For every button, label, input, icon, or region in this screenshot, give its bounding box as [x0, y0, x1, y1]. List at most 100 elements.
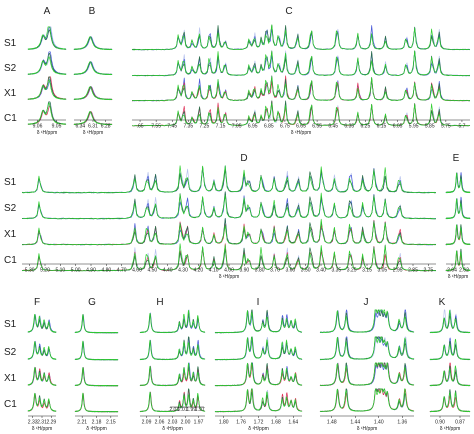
tick-label-G-0: 2.21 — [77, 420, 87, 426]
tick-label-D-10: 4.30 — [178, 268, 188, 274]
spectrum-G-C1-0 — [74, 393, 119, 413]
tick-label-J-1: 1.44 — [350, 420, 360, 426]
spectrum-I-S2-3 — [214, 336, 303, 361]
row-label-top-2: X1 — [4, 88, 17, 99]
tick-label-I-3: 1.68 — [271, 420, 281, 426]
tick-label-D-7: 4.60 — [132, 268, 142, 274]
spectrum-A-C1-3 — [27, 102, 67, 125]
tick-label-D-17: 3.60 — [285, 268, 295, 274]
spectrum-K-S1-2 — [429, 315, 471, 334]
panel-label-A: A — [44, 6, 51, 17]
tick-label-C-5: 7.15 — [216, 124, 226, 130]
axis-title-H: δ ¹H/ppm — [162, 426, 183, 432]
spectrum-I-X1-2 — [214, 362, 303, 387]
tick-label-C-6: 7.05 — [232, 124, 242, 130]
spectrum-C-X1-3 — [131, 76, 471, 102]
row-label-top-1: S2 — [4, 63, 17, 74]
spectrum-I-S2-2 — [214, 336, 303, 361]
tick-label-D-20: 3.35 — [331, 268, 341, 274]
tick-label-I-4: 1.64 — [288, 420, 298, 426]
row-label-mid-0: S1 — [4, 177, 17, 188]
inset-tick-label-H-2: 1.99 — [186, 407, 196, 413]
tick-label-D-8: 4.50 — [147, 268, 157, 274]
tick-label-H-4: 1.97 — [194, 420, 204, 426]
spectrum-G-C1-1 — [74, 392, 119, 413]
row-label-top-3: C1 — [4, 113, 17, 124]
axis-title-B: δ ¹H/ppm — [83, 130, 104, 136]
tick-label-D-12: 4.10 — [209, 268, 219, 274]
inset-tick-label-H-1: 2.01 — [178, 407, 188, 413]
spectrum-G-C1-3 — [74, 392, 119, 413]
tick-label-A-0: 9.06 — [33, 124, 43, 130]
panel-label-H: H — [156, 297, 163, 308]
spectrum-H-S2-3 — [139, 340, 206, 361]
tick-label-C-9: 6.75 — [280, 124, 290, 130]
tick-label-D-19: 3.40 — [316, 268, 326, 274]
tick-label-D-24: 2.95 — [393, 268, 403, 274]
tick-label-E-0: 2.64 — [447, 268, 457, 274]
spectrum-C-S1-3 — [131, 24, 471, 51]
axis-title-E: δ ¹H/ppm — [448, 274, 469, 280]
spectrum-I-S2-1 — [214, 337, 303, 361]
axis-title-K: δ ¹H/ppm — [440, 426, 461, 432]
axis-title-J: δ ¹H/ppm — [357, 426, 378, 432]
inset-tick-label-H-0: 2.03 — [169, 407, 179, 413]
tick-label-D-1: 5.20 — [40, 268, 50, 274]
tick-label-D-13: 4.00 — [224, 268, 234, 274]
spectrum-I-C1-2 — [214, 389, 303, 413]
tick-label-B-1: 6.31 — [88, 124, 98, 130]
row-label-bot-2: X1 — [4, 373, 17, 384]
spectrum-I-C1-3 — [214, 388, 303, 413]
tick-label-A-1: 9.05 — [52, 124, 62, 130]
spectrum-E-S1-2 — [445, 172, 471, 194]
spectrum-K-X1-3 — [429, 365, 471, 387]
tick-label-F-0: 2.33 — [28, 420, 38, 426]
spectrum-B-C1-3 — [73, 111, 113, 126]
tick-label-D-11: 4.20 — [193, 268, 203, 274]
spectrum-I-X1-0 — [214, 362, 303, 387]
tick-label-B-0: 6.34 — [75, 124, 85, 130]
panel-label-C: C — [285, 6, 292, 17]
tick-label-C-0: .65 — [137, 124, 144, 130]
spectrum-I-C1-1 — [214, 388, 303, 413]
spectrum-G-X1-0 — [74, 366, 119, 387]
spectrum-G-X1-3 — [74, 367, 119, 387]
panel-label-I: I — [257, 297, 260, 308]
spectrum-I-S1-1 — [214, 310, 303, 334]
tick-label-D-22: 3.15 — [362, 268, 372, 274]
spectrum-I-X1-3 — [214, 362, 303, 387]
spectrum-I-S1-0 — [214, 310, 303, 334]
spectrum-F-S2-3 — [27, 341, 57, 360]
spectrum-C-C1-3 — [131, 103, 471, 127]
spectrum-F-S1-3 — [27, 314, 57, 333]
tick-label-H-1: 2.06 — [155, 420, 165, 426]
tick-label-C-11: 6.55 — [312, 124, 322, 130]
spectrum-K-S2-3 — [429, 338, 471, 361]
spectrum-E-X1-2 — [445, 224, 471, 246]
tick-label-I-2: 1.72 — [254, 420, 264, 426]
tick-label-J-0: 1.48 — [327, 420, 337, 426]
panel-label-E: E — [453, 153, 460, 164]
axis-title-G: δ ¹H/ppm — [86, 426, 107, 432]
tick-label-D-15: 3.80 — [255, 268, 265, 274]
spectrum-J-S2-3 — [319, 336, 415, 361]
tick-label-D-23: 3.05 — [377, 268, 387, 274]
panel-H: 2.09 2.06 2.03 2.00 1.97δ ¹H/ppm2.032.011.99… — [139, 309, 206, 432]
tick-label-D-2: 5.10 — [55, 268, 65, 274]
axis-title-F: δ ¹H/ppm — [32, 426, 53, 432]
row-label-bot-0: S1 — [4, 319, 17, 330]
spectrum-C-C1-1 — [131, 100, 471, 127]
tick-label-C-17: 5.95 — [409, 124, 419, 130]
tick-label-D-3: 5.00 — [71, 268, 81, 274]
axis-title-C: δ ¹H/ppm — [291, 130, 312, 136]
panel-label-J: J — [364, 297, 369, 308]
spectrum-G-S2-2 — [74, 340, 119, 361]
tick-label-K-0: 0.90 — [435, 420, 445, 426]
panel-E: 2.64 2.62δ ¹H/ppm — [445, 172, 471, 280]
inset-tick-label-H-3: 1.97 — [195, 407, 205, 413]
spectrum-F-X1-3 — [27, 367, 57, 386]
spectrum-A-X1-0 — [27, 78, 67, 100]
tick-label-D-21: 3.25 — [347, 268, 357, 274]
tick-label-D-26: 2.75 — [423, 268, 433, 274]
